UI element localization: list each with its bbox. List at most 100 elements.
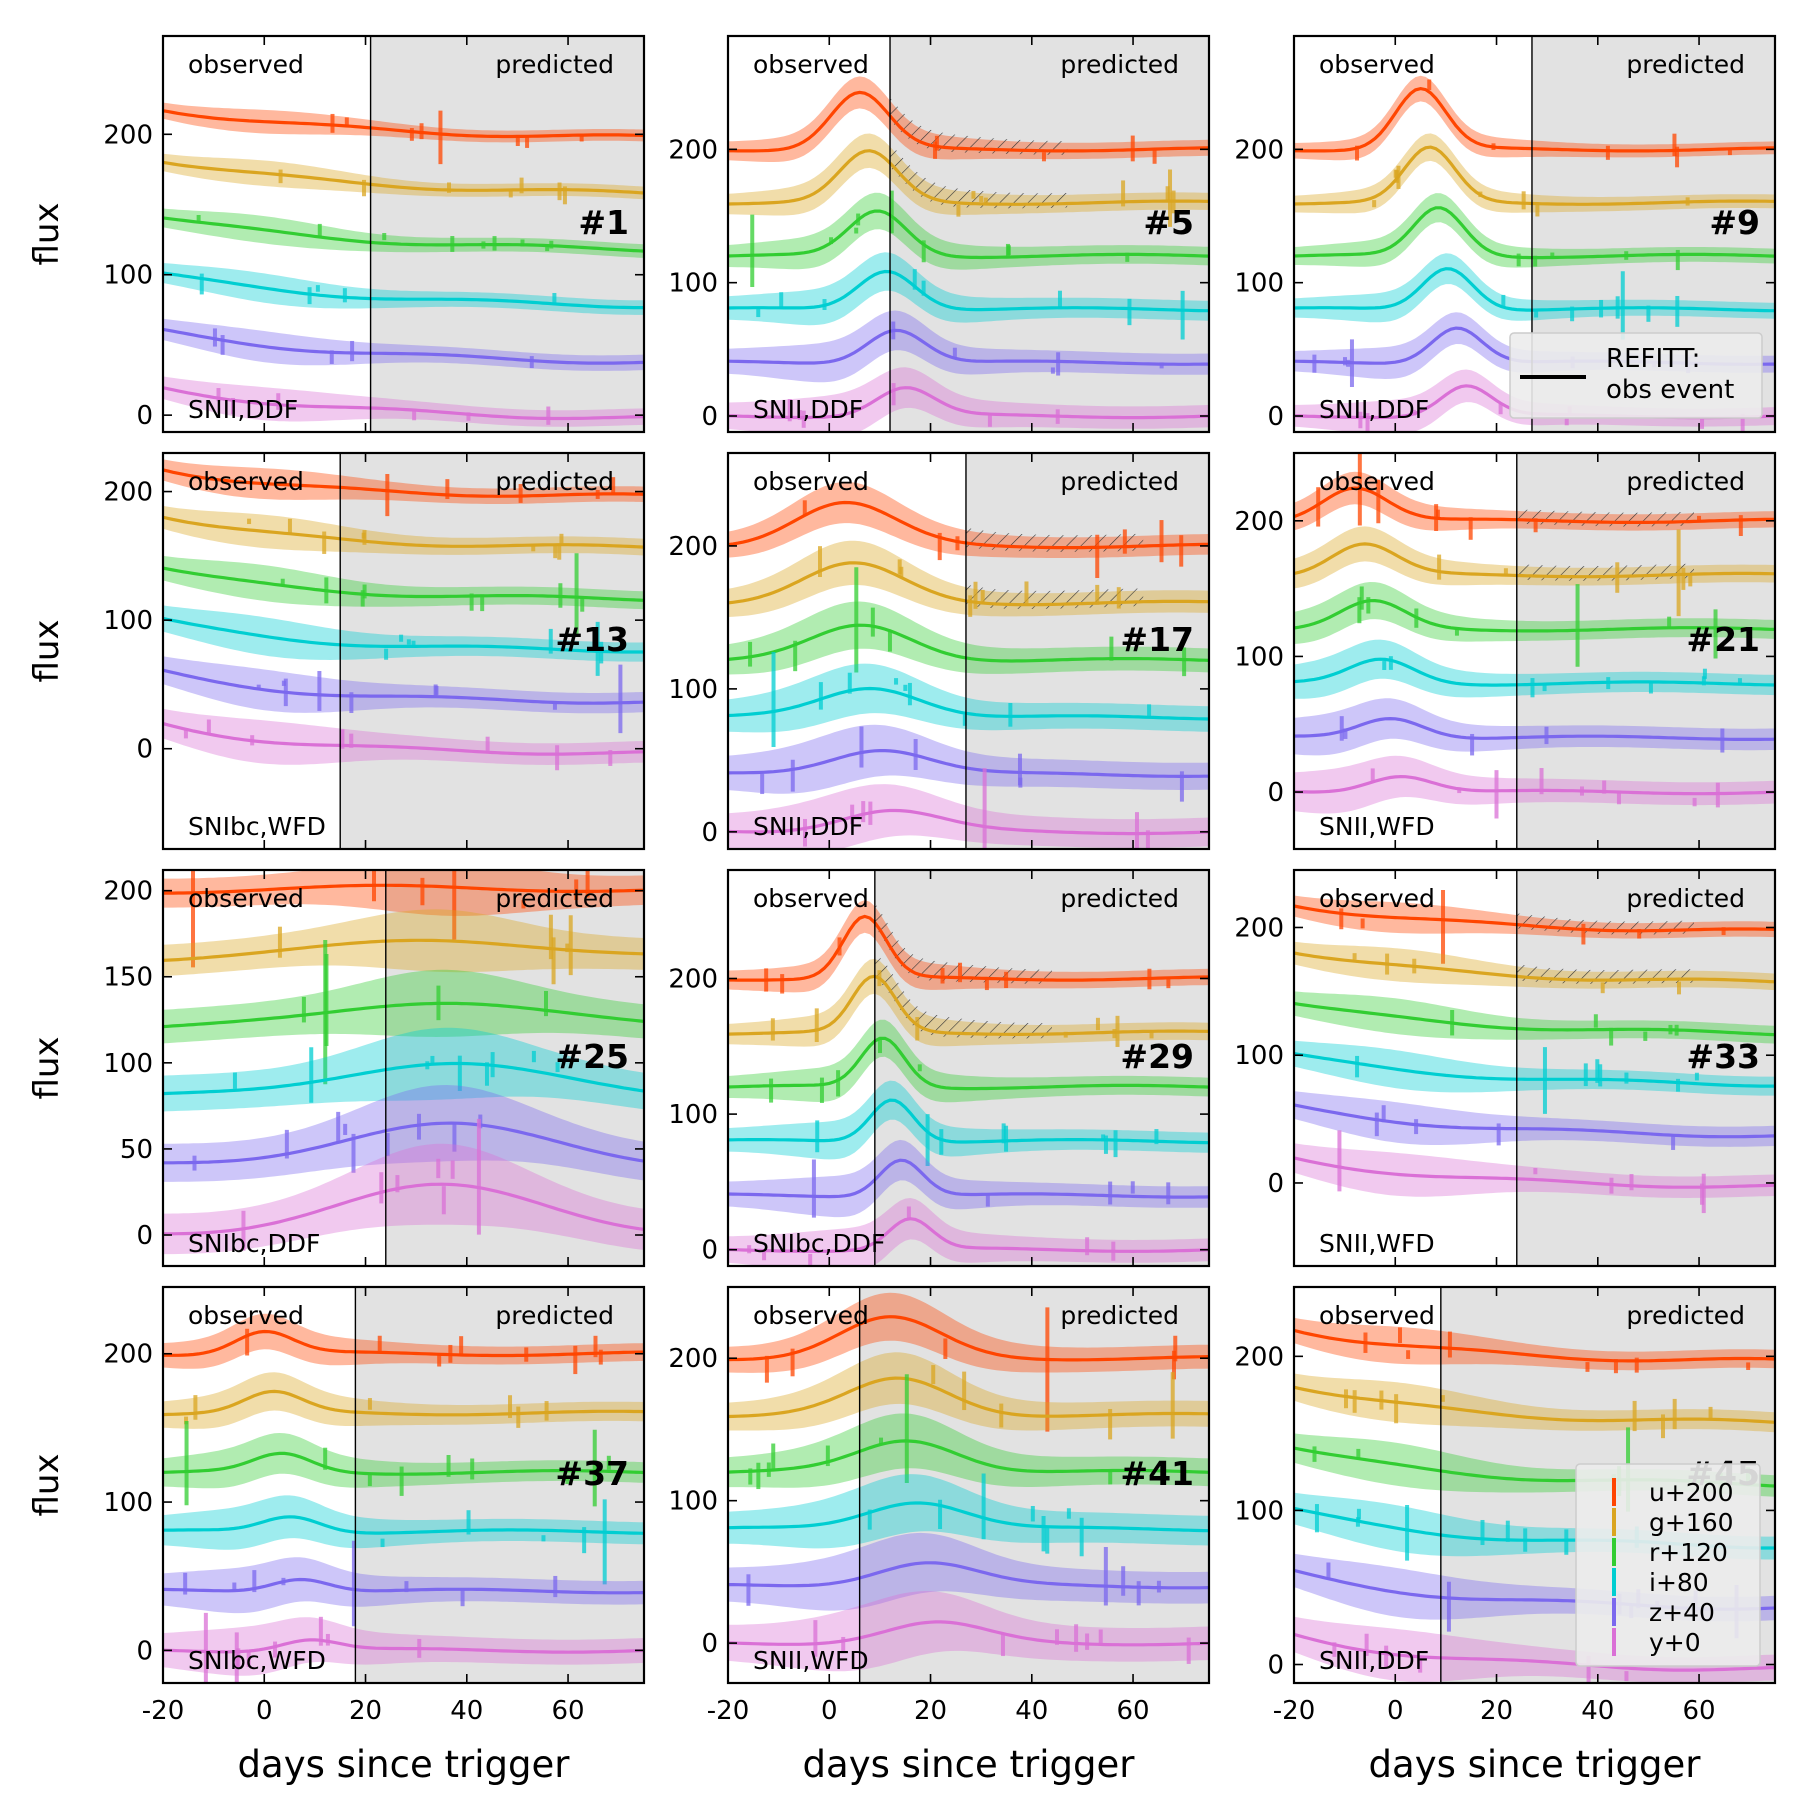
plot-area <box>1294 889 1775 1214</box>
band-u-uncertainty <box>1294 1317 1775 1371</box>
y-tick-label: 100 <box>668 269 718 299</box>
band-z-uncertainty <box>163 656 644 714</box>
band-u-uncertainty <box>728 900 1209 993</box>
band-g-line <box>1294 145 1775 206</box>
band-u-line <box>163 1329 644 1358</box>
band-g-uncertainty <box>163 153 644 200</box>
band-y-uncertainty <box>163 708 644 765</box>
x-tick-label: 60 <box>552 1696 585 1726</box>
band-r-uncertainty <box>728 601 1209 675</box>
x-tick-label: 20 <box>1480 1696 1513 1726</box>
y-tick-label: 100 <box>1234 1496 1284 1526</box>
axes-frame <box>1292 451 1777 851</box>
class-label: SNII,DDF <box>1319 1646 1429 1675</box>
band-u-line <box>163 109 644 139</box>
band-u-line <box>163 468 644 498</box>
observed-label: observed <box>753 1301 869 1330</box>
x-tick-label: 40 <box>1581 1696 1614 1726</box>
band-z-line <box>728 749 1209 778</box>
band-r-line <box>728 1036 1209 1091</box>
band-r-uncertainty <box>1294 193 1775 268</box>
panel-13: 0 100 200 observed predicted #13 SNIbc,WFD <box>103 451 646 851</box>
band-u-line <box>1294 1328 1775 1363</box>
y-tick-label: 0 <box>701 402 718 432</box>
axes-frame <box>1292 868 1777 1268</box>
band-z-uncertainty <box>163 1085 644 1182</box>
class-label: SNII,WFD <box>1319 1229 1435 1258</box>
band-i-uncertainty <box>163 1495 644 1550</box>
band-u-line <box>728 500 1209 550</box>
band-z-line <box>163 327 644 365</box>
x-tick-label: 0 <box>821 1696 838 1726</box>
class-label: SNII,DDF <box>753 395 863 424</box>
band-u-uncertainty <box>1294 75 1775 161</box>
y-tick-label: 200 <box>1234 1342 1284 1372</box>
y-tick-label: 0 <box>136 401 153 431</box>
band-r-line <box>1294 598 1775 633</box>
band-u-line <box>163 883 644 895</box>
x-tick-label: 40 <box>1015 1696 1048 1726</box>
y-tick-label: 100 <box>668 675 718 705</box>
legend-refitt: REFITT:obs event <box>1509 332 1763 419</box>
predicted-label: predicted <box>1060 884 1179 913</box>
band-z-uncertainty <box>163 318 644 371</box>
x-axis-label: days since trigger <box>803 1743 1136 1786</box>
x-tick-label: 60 <box>1117 1696 1150 1726</box>
y-tick-label: 0 <box>701 818 718 848</box>
band-u-line <box>728 90 1209 153</box>
plot-area <box>728 481 1209 849</box>
band-y-line <box>728 1620 1209 1647</box>
band-z-line <box>728 1561 1209 1590</box>
predicted-label: predicted <box>495 1301 614 1330</box>
panel-5: 0 100 200 observed predicted #5 SNII,DDF <box>668 34 1211 434</box>
band-y-line <box>728 808 1209 836</box>
y-tick-label: 100 <box>1234 642 1284 672</box>
panel-25: 0 50 100 150 200 observed predicted #25 SNIbc,DD… <box>103 868 646 1268</box>
plot-area <box>163 1313 644 1683</box>
band-z-uncertainty <box>728 1532 1209 1611</box>
predicted-label: predicted <box>1060 1301 1179 1330</box>
predicted-label: predicted <box>1626 467 1745 496</box>
refitt-hatch <box>1516 563 1694 581</box>
band-i-line <box>1294 657 1775 687</box>
predicted-region <box>1516 870 1775 1266</box>
panel-id: #13 <box>555 620 629 659</box>
predicted-region <box>859 1287 1209 1683</box>
observed-label: observed <box>188 884 304 913</box>
axes-frame <box>161 451 646 851</box>
band-i-line <box>1294 1052 1775 1088</box>
band-g-line <box>728 974 1209 1036</box>
band-u-line <box>1294 904 1775 933</box>
band-z-line <box>1294 716 1775 741</box>
predicted-label: predicted <box>495 884 614 913</box>
panel-37: -20 0 20 40 60 0 100 200 observed predicted #37 SNI… <box>103 1285 646 1726</box>
y-tick-label: 200 <box>103 120 153 150</box>
band-i-uncertainty <box>163 1027 644 1112</box>
band-z-line <box>163 1577 644 1595</box>
band-g-line <box>1294 951 1775 984</box>
legend-label-u: u+200 <box>1649 1478 1734 1507</box>
band-i-line <box>163 271 644 310</box>
predicted-region <box>890 36 1209 432</box>
band-g-uncertainty <box>728 1352 1209 1431</box>
band-u-line <box>728 914 1209 982</box>
class-label: SNIbc,WFD <box>188 812 326 841</box>
panel-id: #17 <box>1120 620 1194 659</box>
y-tick-label: 0 <box>136 1221 153 1251</box>
band-y-line <box>728 1217 1209 1254</box>
band-u-line <box>728 1315 1209 1362</box>
y-tick-label: 200 <box>103 877 153 907</box>
x-tick-label: 60 <box>1683 1696 1716 1726</box>
band-y-line <box>728 386 1209 420</box>
class-label: SNII,DDF <box>188 395 298 424</box>
panel-29: 0 100 200 observed predicted #29 SNIbc,DDF <box>668 868 1211 1268</box>
panel-id: #5 <box>1143 203 1194 242</box>
band-y-uncertainty <box>728 1591 1209 1672</box>
band-z-uncertainty <box>728 310 1209 383</box>
y-tick-label: 100 <box>103 261 153 291</box>
band-g-uncertainty <box>163 909 644 976</box>
y-axis-label: flux <box>27 202 67 265</box>
observed-label: observed <box>188 467 304 496</box>
y-tick-label: 200 <box>668 135 718 165</box>
band-g-uncertainty <box>1294 1373 1775 1433</box>
